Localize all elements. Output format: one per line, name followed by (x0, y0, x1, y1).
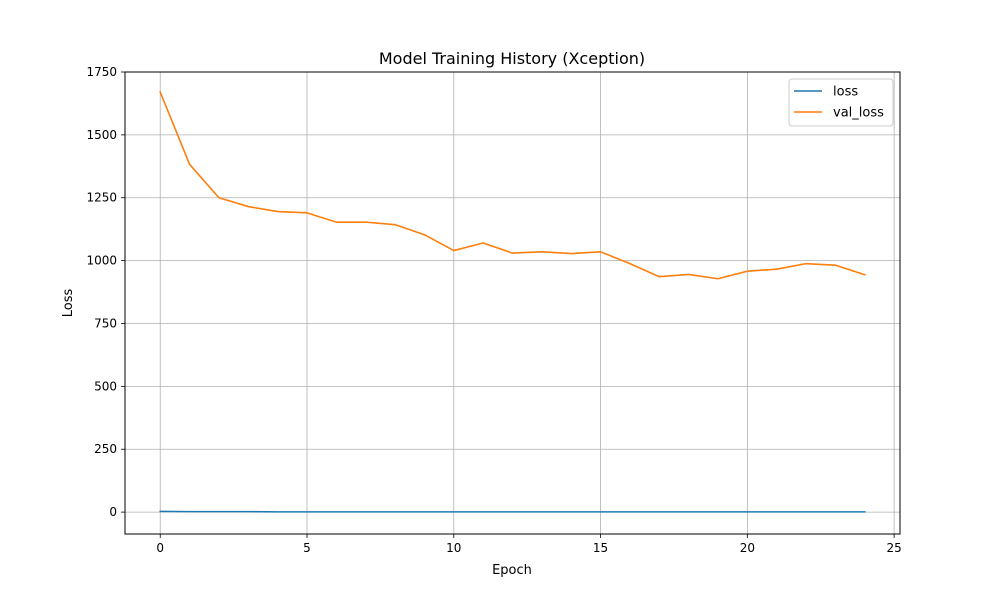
y-tick-label: 1750 (86, 65, 117, 79)
y-tick-label: 1000 (86, 254, 117, 268)
x-tick-label: 0 (156, 541, 164, 555)
chart-title: Model Training History (Xception) (379, 49, 645, 68)
legend: loss val_loss (788, 78, 894, 127)
y-tick-label: 500 (94, 379, 117, 393)
y-tick-label: 1500 (86, 128, 117, 142)
data-series (159, 91, 866, 513)
x-tick-label: 15 (593, 541, 608, 555)
x-axis-title: Epoch (492, 563, 532, 578)
legend-label-loss: loss (833, 85, 858, 100)
series-line-val-loss (159, 91, 866, 280)
legend-label-val-loss: val_loss (833, 106, 884, 121)
y-tick-label: 0 (109, 505, 117, 519)
series-line-loss (159, 510, 866, 513)
x-tick-label: 10 (446, 541, 461, 555)
y-tick-label: 750 (94, 316, 117, 330)
plot-area-frame (124, 71, 901, 535)
y-tick-label: 250 (94, 442, 117, 456)
x-tick-label: 20 (740, 541, 755, 555)
x-tick-label: 25 (886, 541, 901, 555)
y-axis-title: Loss (61, 289, 76, 318)
y-tick-label: 1250 (86, 191, 117, 205)
x-tick-label: 5 (303, 541, 311, 555)
